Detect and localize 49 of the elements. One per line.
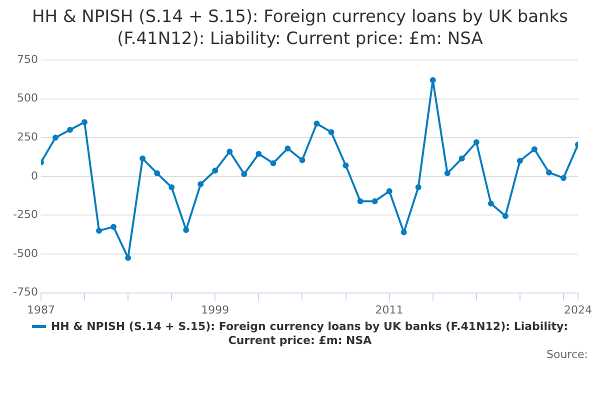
point	[96, 228, 102, 234]
point	[328, 129, 334, 136]
point	[531, 146, 538, 152]
point	[502, 212, 508, 219]
source-note: Source:	[546, 348, 588, 361]
legend-label: HH & NPISH (S.14 + S.15): Foreign currency loans by UK banks (F.41N12): Liability: Current price: £m: NSA	[50, 320, 568, 347]
y-tick-label: 750	[16, 52, 38, 66]
y-tick-label: -250	[12, 208, 38, 222]
point	[458, 156, 465, 162]
x-tick-label: 1999	[201, 303, 230, 316]
point	[241, 171, 248, 178]
chart-title: HH & NPISH (S.14 + S.15): Foreign currency loans by UK banks (F.41N12): Liability: Current price: £m: NSA	[30, 6, 569, 50]
point	[415, 184, 422, 190]
point	[546, 170, 552, 176]
point	[256, 150, 262, 157]
point	[284, 145, 291, 152]
point	[430, 77, 436, 84]
point	[168, 184, 175, 190]
y-tick-label: -500	[12, 246, 38, 260]
y-tick-label: -750	[12, 286, 38, 299]
point	[226, 148, 233, 155]
point	[140, 156, 146, 162]
x-tick-label: 2011	[375, 303, 404, 316]
point	[386, 188, 392, 194]
point	[400, 229, 407, 236]
point	[66, 126, 73, 133]
point	[372, 198, 378, 204]
point	[342, 162, 349, 169]
x-tick-label: 1987	[26, 303, 55, 316]
y-tick-label: 500	[16, 92, 38, 105]
point	[560, 174, 566, 181]
point	[488, 200, 494, 207]
point	[154, 170, 160, 176]
x-tick-label: 2024	[564, 303, 592, 316]
point	[82, 119, 88, 126]
point	[270, 160, 276, 166]
point	[198, 181, 204, 188]
point	[212, 168, 218, 174]
point	[125, 254, 132, 261]
point	[314, 120, 320, 127]
y-tick-label: 250	[16, 130, 38, 144]
y-tick-label: 0	[30, 169, 38, 182]
point	[110, 224, 117, 230]
point	[444, 170, 450, 176]
point	[473, 139, 480, 146]
point	[299, 157, 306, 164]
point	[52, 134, 58, 141]
point	[516, 158, 523, 164]
point	[357, 198, 364, 204]
